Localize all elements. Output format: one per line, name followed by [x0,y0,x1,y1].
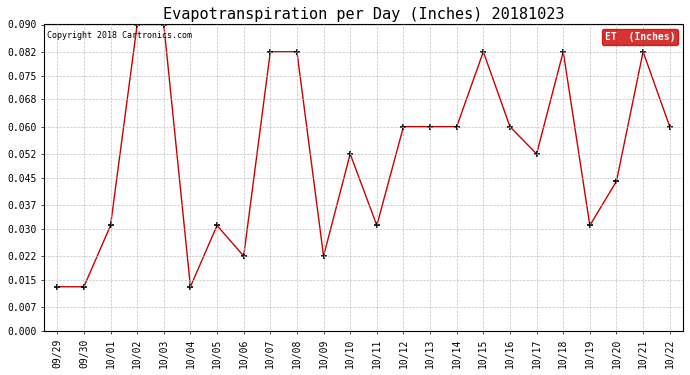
Title: Evapotranspiration per Day (Inches) 20181023: Evapotranspiration per Day (Inches) 2018… [163,7,564,22]
Text: Copyright 2018 Cartronics.com: Copyright 2018 Cartronics.com [47,31,192,40]
Legend: ET  (Inches): ET (Inches) [602,29,678,45]
